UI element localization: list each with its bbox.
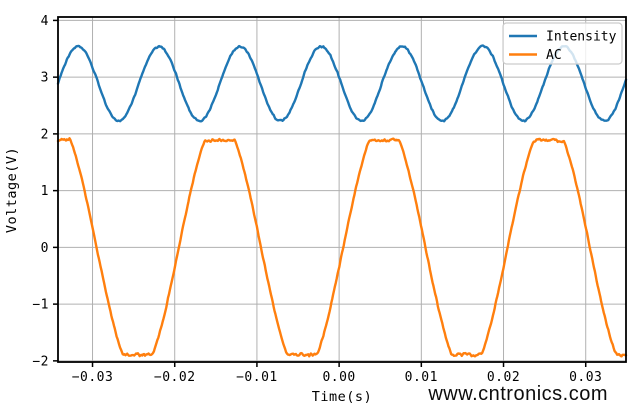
legend-entry-label: Intensity <box>546 30 617 45</box>
axes-frame <box>57 16 627 363</box>
x-tick-label: −0.03 <box>72 370 114 385</box>
x-tick-label: 0.02 <box>487 370 520 385</box>
watermark-text: www.cntronics.com <box>427 383 608 405</box>
gridlines <box>58 17 626 362</box>
y-axis-label: Voltage(V) <box>4 147 20 233</box>
y-tick-label: 1 <box>41 184 49 199</box>
x-tick-label: 0.00 <box>322 370 355 385</box>
legend-entry-label: AC <box>546 48 562 63</box>
x-tick-label: −0.02 <box>154 370 196 385</box>
waveforms <box>56 44 628 358</box>
x-tick-label: 0.01 <box>405 370 438 385</box>
y-tick-label: 2 <box>41 127 49 142</box>
x-tick-label: −0.01 <box>236 370 278 385</box>
x-axis-label: Time(s) <box>312 389 372 405</box>
series-path-intensity <box>56 44 628 123</box>
axis-ticks: −0.03 −0.02 −0.01 0.00 0.01 0.02 0.03 −2 −1 0 1 2 3 4 <box>32 14 602 385</box>
y-tick-label: 0 <box>41 241 49 256</box>
x-tick-label: 0.03 <box>569 370 602 385</box>
legend: Intensity AC <box>502 22 623 65</box>
y-tick-label: 3 <box>41 71 49 86</box>
y-tick-label: 4 <box>41 14 49 29</box>
series-path-ac <box>56 137 628 358</box>
y-tick-label: −2 <box>32 354 49 369</box>
y-tick-label: −1 <box>32 298 49 313</box>
